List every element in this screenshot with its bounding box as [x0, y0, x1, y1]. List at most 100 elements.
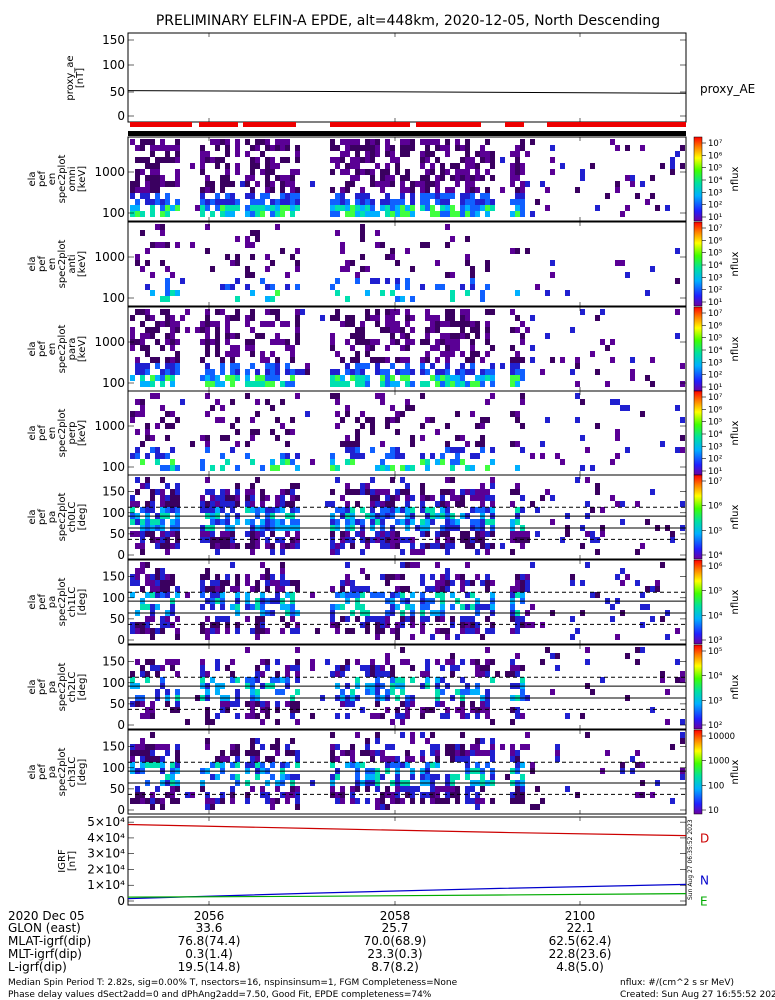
- heatmap-cell: [210, 628, 215, 634]
- heatmap-cell: [410, 622, 415, 628]
- heatmap-cell: [270, 574, 275, 580]
- heatmap-cell: [230, 181, 235, 187]
- heatmap-cell: [360, 411, 365, 417]
- heatmap-cell: [490, 580, 495, 586]
- heatmap-cell: [420, 501, 425, 507]
- heatmap-cell: [385, 653, 390, 659]
- heatmap-cell: [170, 774, 175, 780]
- heatmap-cell: [345, 181, 350, 187]
- colorbar-tick-label: 10²: [708, 455, 722, 465]
- heatmap-cell: [490, 744, 495, 750]
- heatmap-cell: [250, 707, 255, 713]
- heatmap-cell: [135, 798, 140, 804]
- heatmap-cell: [435, 786, 440, 792]
- heatmap-cell: [385, 543, 390, 549]
- heatmap-cell: [390, 321, 395, 327]
- igrf-series-D: [127, 823, 687, 837]
- heatmap-cell: [400, 732, 405, 738]
- heatmap-cell: [200, 187, 205, 193]
- heatmap-cell: [625, 272, 630, 278]
- heatmap-cell: [145, 707, 150, 713]
- heatmap-cell: [275, 501, 280, 507]
- heatmap-cell: [460, 193, 465, 199]
- heatmap-cell: [380, 792, 385, 798]
- heatmap-cell: [365, 211, 370, 217]
- heatmap-cell: [265, 701, 270, 707]
- heatmap-cell: [430, 507, 435, 513]
- heatmap-cell: [455, 339, 460, 345]
- heatmap-cell: [295, 719, 300, 725]
- heatmap-cell: [205, 792, 210, 798]
- heatmap-cell: [335, 604, 340, 610]
- heatmap-cell: [405, 315, 410, 321]
- heatmap-cell: [335, 278, 340, 284]
- heatmap-cell: [210, 537, 215, 543]
- heatmap-cell: [135, 792, 140, 798]
- heatmap-cell: [520, 139, 525, 145]
- heatmap-cell: [165, 792, 170, 798]
- pitch-ylabel-3-2: pa: [47, 766, 58, 778]
- heatmap-cell: [155, 665, 160, 671]
- heatmap-cell: [365, 339, 370, 345]
- heatmap-cell: [205, 151, 210, 157]
- heatmap-cell: [500, 363, 505, 369]
- heatmap-cell: [590, 507, 595, 513]
- heatmap-cell: [390, 333, 395, 339]
- heatmap-cell: [160, 543, 165, 549]
- heatmap-cell: [520, 205, 525, 211]
- heatmap-cell: [405, 399, 410, 405]
- heatmap-cell: [245, 604, 250, 610]
- heatmap-cell: [370, 417, 375, 423]
- heatmap-cell: [420, 495, 425, 501]
- heatmap-cell: [265, 665, 270, 671]
- heatmap-cell: [345, 616, 350, 622]
- heatmap-cell: [280, 145, 285, 151]
- heatmap-cell: [260, 169, 265, 175]
- heatmap-cell: [420, 580, 425, 586]
- heatmap-cell: [150, 447, 155, 453]
- heatmap-cell: [170, 465, 175, 471]
- heatmap-cell: [205, 744, 210, 750]
- heatmap-cell: [610, 616, 615, 622]
- heatmap-cell: [425, 199, 430, 205]
- heatmap-cell: [520, 199, 525, 205]
- heatmap-cell: [260, 671, 265, 677]
- heatmap-cell: [470, 411, 475, 417]
- heatmap-cell: [460, 616, 465, 622]
- heatmap-cell: [395, 339, 400, 345]
- heatmap-cell: [155, 744, 160, 750]
- heatmap-cell: [150, 145, 155, 151]
- heatmap-cell: [275, 357, 280, 363]
- heatmap-cell: [205, 537, 210, 543]
- heatmap-cell: [255, 236, 260, 242]
- heatmap-cell: [430, 453, 435, 459]
- heatmap-cell: [365, 309, 370, 315]
- heatmap-cell: [350, 798, 355, 804]
- heatmap-cell: [230, 375, 235, 381]
- heatmap-cell: [635, 647, 640, 653]
- heatmap-cell: [265, 254, 270, 260]
- heatmap-cell: [510, 411, 515, 417]
- heatmap-cell: [250, 163, 255, 169]
- heatmap-cell: [220, 701, 225, 707]
- heatmap-cell: [485, 665, 490, 671]
- heatmap-cell: [520, 187, 525, 193]
- heatmap-cell: [450, 236, 455, 242]
- heatmap-cell: [345, 628, 350, 634]
- heatmap-cell: [165, 278, 170, 284]
- heatmap-cell: [175, 750, 180, 756]
- colorbar-tick-label: 10³: [708, 358, 722, 368]
- heatmap-cell: [155, 163, 160, 169]
- heatmap-cell: [435, 616, 440, 622]
- heatmap-cell: [255, 677, 260, 683]
- heatmap-cell: [420, 604, 425, 610]
- heatmap-cell: [145, 531, 150, 537]
- heatmap-cell: [245, 762, 250, 768]
- heatmap-cell: [335, 519, 340, 525]
- heatmap-cell: [585, 447, 590, 453]
- heatmap-cell: [515, 671, 520, 677]
- heatmap-cell: [420, 531, 425, 537]
- heatmap-cell: [165, 689, 170, 695]
- heatmap-cell: [440, 580, 445, 586]
- heatmap-cell: [460, 580, 465, 586]
